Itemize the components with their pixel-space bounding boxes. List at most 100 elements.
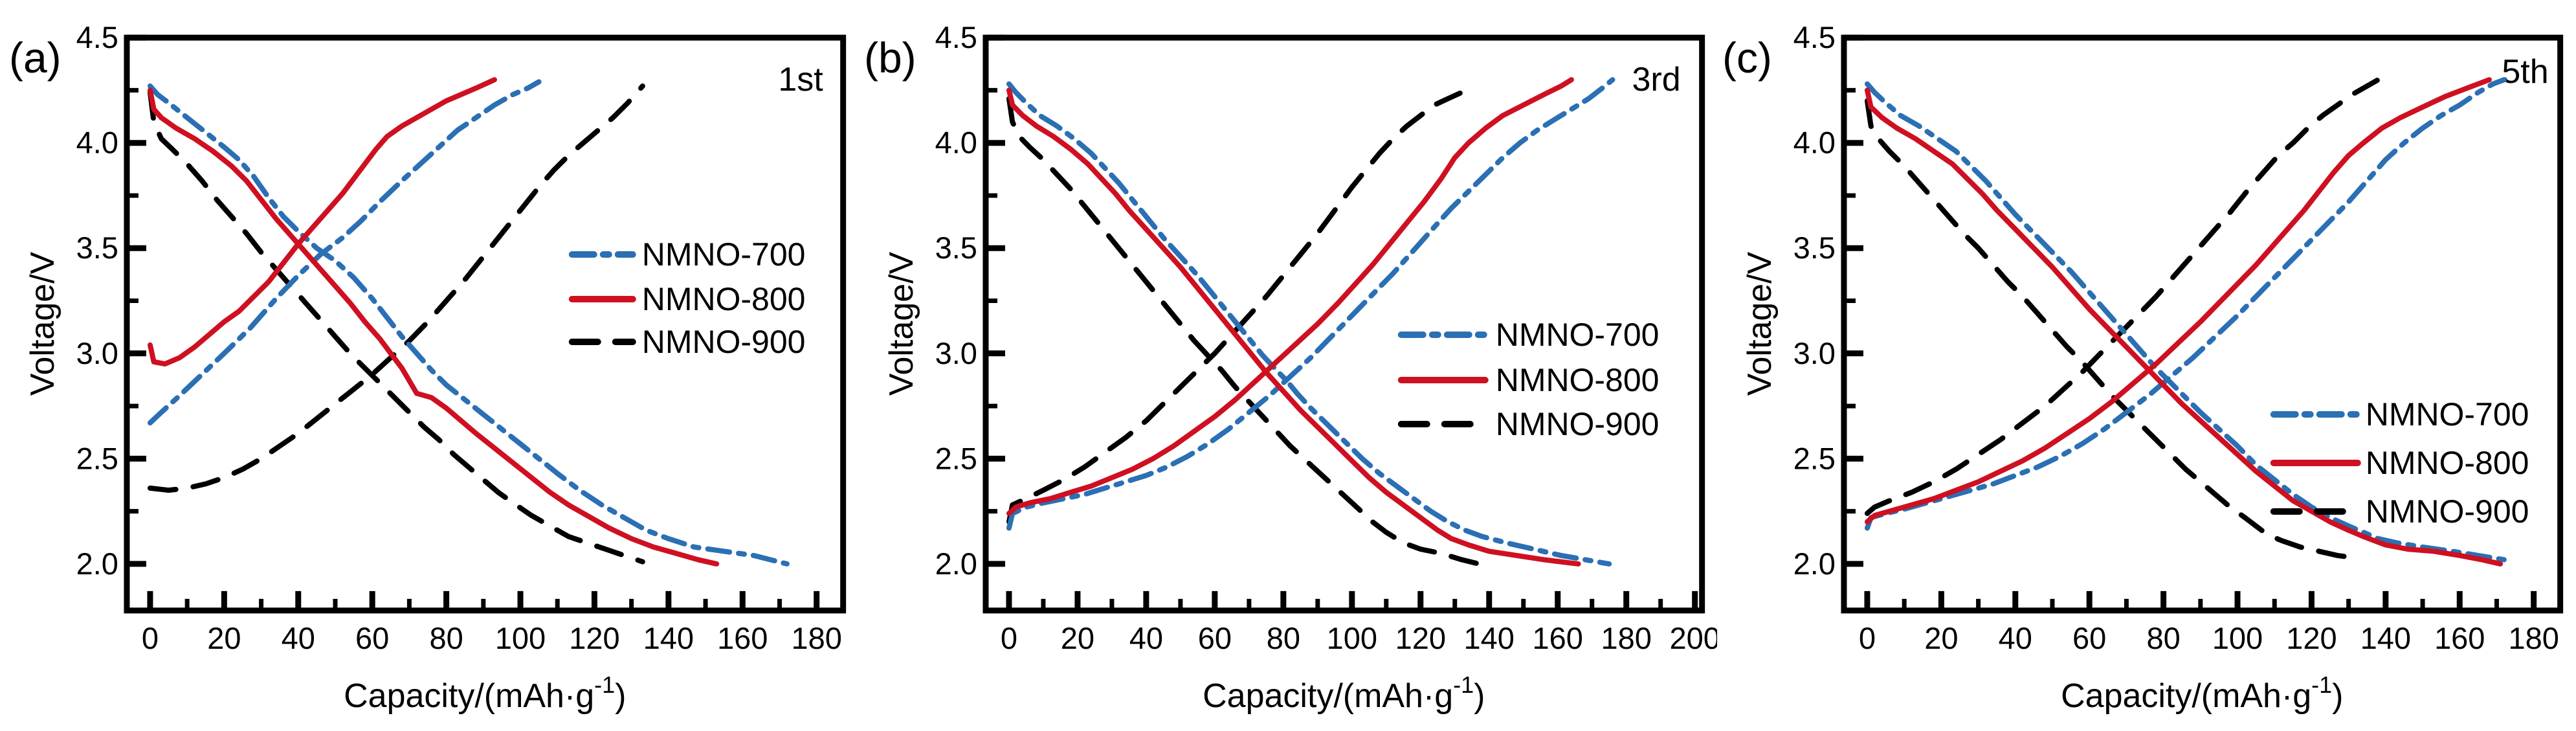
nmno-800-discharge-curve <box>1865 87 2504 567</box>
x-tick-label: 80 <box>429 621 463 655</box>
y-tick-label: 3.0 <box>76 336 118 370</box>
x-tick-label: 100 <box>2212 621 2263 655</box>
x-tick-label: 160 <box>2434 621 2485 655</box>
x-axis-title-main: Capacity/(mAh·g <box>2061 677 2311 715</box>
plot-border <box>983 34 1705 614</box>
panel-c: 0 20 40 60 80 100 120 140 160 180 2.0 2.5 3.0 3.5 4.0 4… <box>1717 0 2576 731</box>
chart-svg-a: 0 20 40 60 80 100 120 140 160 180 2.0 2.5 3.0 3.5 4.0 4… <box>9 20 847 715</box>
x-tick-label: 20 <box>1060 621 1094 655</box>
x-tick-label: 80 <box>2147 621 2181 655</box>
x-tick-label: 160 <box>1532 621 1582 655</box>
panel-letter: (a) <box>9 34 61 82</box>
y-tick-label: 4.0 <box>935 126 977 160</box>
x-tick-label: 60 <box>2072 621 2106 655</box>
legend-label-nmno-800: NMNO-800 <box>642 281 806 317</box>
x-tick-label: 0 <box>1859 621 1876 655</box>
x-axis-title-close: ) <box>1474 677 1485 715</box>
nmno-800-discharge-curve <box>147 87 720 567</box>
y-tick-label: 3.0 <box>935 336 977 370</box>
nmno-900-charge-curve <box>1006 89 1465 524</box>
panel-b: 0 20 40 60 80 100 120 140 160 180 200 2.0 2.5 3.0 3.5 4… <box>859 0 1718 731</box>
x-axis-title-main: Capacity/(mAh·g <box>1203 677 1453 715</box>
x-tick-label: 200 <box>1669 621 1717 655</box>
x-tick-label: 180 <box>1601 621 1651 655</box>
y-tick-label: 3.0 <box>1793 336 1836 370</box>
x-tick-label: 40 <box>1999 621 2032 655</box>
nmno-800-charge-curve <box>1006 77 1574 516</box>
x-axis-title-close: ) <box>2332 677 2343 715</box>
x-tick-label: 140 <box>2360 621 2411 655</box>
y-tick-label: 2.5 <box>76 441 118 475</box>
y-tick-label: 4.0 <box>76 126 118 160</box>
chart-svg-c: 0 20 40 60 80 100 120 140 160 180 2.0 2.5 3.0 3.5 4.0 4… <box>1722 20 2564 715</box>
y-tick-label: 4.0 <box>1793 126 1836 160</box>
y-tick-label: 4.5 <box>76 20 118 54</box>
legend-label-nmno-900: NMNO-900 <box>642 324 806 360</box>
chart-svg-b: 0 20 40 60 80 100 120 140 160 180 200 2.0 2.5 3.0 3.5 4… <box>864 20 1718 715</box>
cycle-label: 3rd <box>1632 61 1680 98</box>
nmno-900-charge-curve <box>147 83 645 493</box>
nmno-900-discharge-curve <box>1865 98 2355 561</box>
nmno-800-charge-curve <box>147 77 498 367</box>
x-tick-label: 60 <box>355 621 389 655</box>
x-tick-label: 180 <box>791 621 841 655</box>
x-tick-label: 140 <box>1463 621 1514 655</box>
nmno-700-discharge-curve <box>1865 81 2507 563</box>
nmno-800-discharge-curve <box>1006 87 1581 567</box>
x-axis-title-superscript: -1 <box>2311 671 2332 698</box>
y-tick-label: 2.0 <box>1793 546 1836 581</box>
x-axis-title: Capacity/(mAh·g-1) <box>344 671 626 715</box>
y-tick-label: 4.5 <box>1793 20 1836 54</box>
x-tick-label: 20 <box>1925 621 1959 655</box>
x-tick-label: 180 <box>2509 621 2559 655</box>
x-axis-title-superscript: -1 <box>1453 671 1474 698</box>
legend-label-nmno-800: NMNO-800 <box>2366 445 2529 481</box>
x-tick-label: 100 <box>495 621 546 655</box>
legend-label-nmno-900: NMNO-900 <box>2366 493 2529 530</box>
x-tick-label: 0 <box>142 621 159 655</box>
nmno-900-discharge-curve <box>1006 96 1482 567</box>
x-tick-label: 100 <box>1326 621 1377 655</box>
x-axis-title-superscript: -1 <box>594 671 615 698</box>
y-tick-label: 2.5 <box>935 441 977 475</box>
nmno-700-charge-curve <box>1865 77 2507 531</box>
nmno-800-charge-curve <box>1865 77 2493 524</box>
nmno-900-charge-curve <box>1865 77 2381 516</box>
x-tick-label: 60 <box>1197 621 1231 655</box>
x-axis-title: Capacity/(mAh·g-1) <box>2061 671 2343 715</box>
x-tick-label: 140 <box>643 621 694 655</box>
x-tick-label: 0 <box>1001 621 1017 655</box>
legend-label-nmno-900: NMNO-900 <box>1495 406 1659 442</box>
nmno-700-charge-curve <box>1006 77 1616 531</box>
y-tick-label: 4.5 <box>935 20 977 54</box>
x-tick-label: 20 <box>207 621 241 655</box>
x-axis-title-close: ) <box>615 677 626 715</box>
y-axis-title: Voltage/V <box>1741 251 1779 396</box>
cycle-label: 1st <box>778 61 823 98</box>
x-tick-label: 40 <box>1129 621 1162 655</box>
x-tick-label: 160 <box>717 621 768 655</box>
nmno-700-discharge-curve <box>147 83 790 567</box>
panel-a: 0 20 40 60 80 100 120 140 160 180 2.0 2.5 3.0 3.5 4.0 4… <box>0 0 859 731</box>
nmno-700-charge-curve <box>147 79 542 426</box>
legend-label-nmno-700: NMNO-700 <box>642 236 806 273</box>
y-tick-label: 2.0 <box>935 546 977 581</box>
y-tick-label: 3.5 <box>935 231 977 265</box>
panel-letter: (c) <box>1722 34 1772 82</box>
y-axis-title: Voltage/V <box>883 251 920 396</box>
x-tick-label: 120 <box>1395 621 1445 655</box>
nmno-900-discharge-curve <box>147 89 645 565</box>
legend-label-nmno-700: NMNO-700 <box>1495 317 1659 353</box>
y-tick-label: 3.5 <box>1793 231 1836 265</box>
x-tick-label: 120 <box>2287 621 2337 655</box>
y-tick-label: 2.0 <box>76 546 118 581</box>
y-axis-title: Voltage/V <box>24 251 61 396</box>
y-tick-label: 2.5 <box>1793 441 1836 475</box>
legend-label-nmno-800: NMNO-800 <box>1495 362 1659 398</box>
x-tick-label: 120 <box>569 621 619 655</box>
legend-label-nmno-700: NMNO-700 <box>2366 396 2529 433</box>
panel-letter: (b) <box>864 34 916 82</box>
y-tick-label: 3.5 <box>76 231 118 265</box>
x-axis-title: Capacity/(mAh·g-1) <box>1203 671 1485 715</box>
